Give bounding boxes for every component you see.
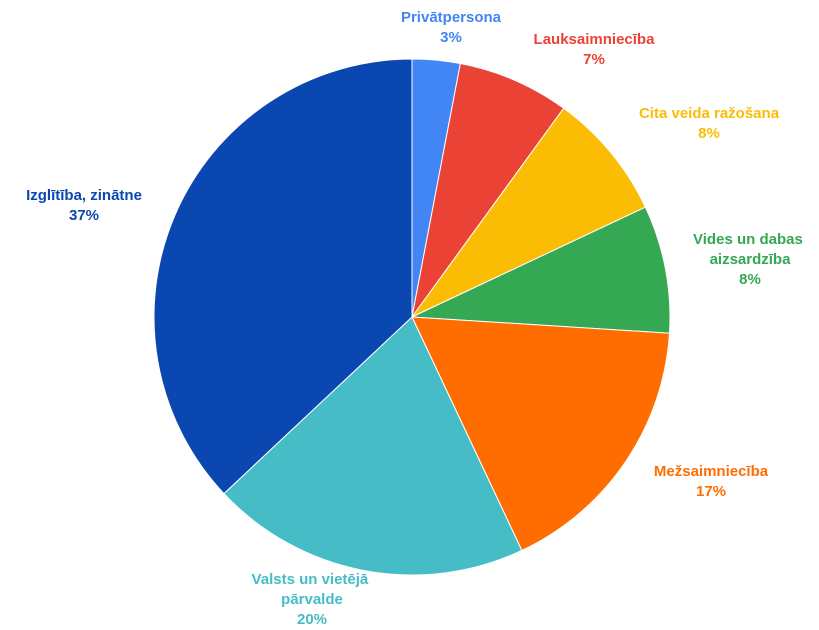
slice-percent: 20% — [297, 611, 327, 628]
slice-percent: 7% — [583, 51, 605, 68]
slice-label: Cita veida ražošana — [639, 105, 780, 122]
slice-label: Lauksaimniecība — [534, 31, 656, 48]
pie-slice — [411, 206, 671, 334]
slice-percent: 8% — [739, 271, 761, 288]
pie-slice — [411, 107, 647, 318]
slice-label: Mežsaimniecība — [654, 463, 769, 480]
pie-slice — [153, 58, 413, 495]
slice-label: Vides un dabas aizsardzība — [693, 231, 807, 268]
pie-slice — [411, 62, 565, 318]
slice-label: Izglītība, zinātne — [26, 187, 142, 204]
slice-percent: 17% — [696, 483, 726, 500]
pie-slice — [411, 316, 671, 552]
slice-percent: 3% — [440, 29, 462, 46]
slice-percent: 8% — [698, 125, 720, 142]
slice-label: Valsts un vietējā pārvalde — [252, 571, 373, 608]
pie-slice — [223, 316, 523, 576]
slice-percent: 37% — [69, 207, 99, 224]
slice-label: Privātpersona — [401, 9, 502, 26]
